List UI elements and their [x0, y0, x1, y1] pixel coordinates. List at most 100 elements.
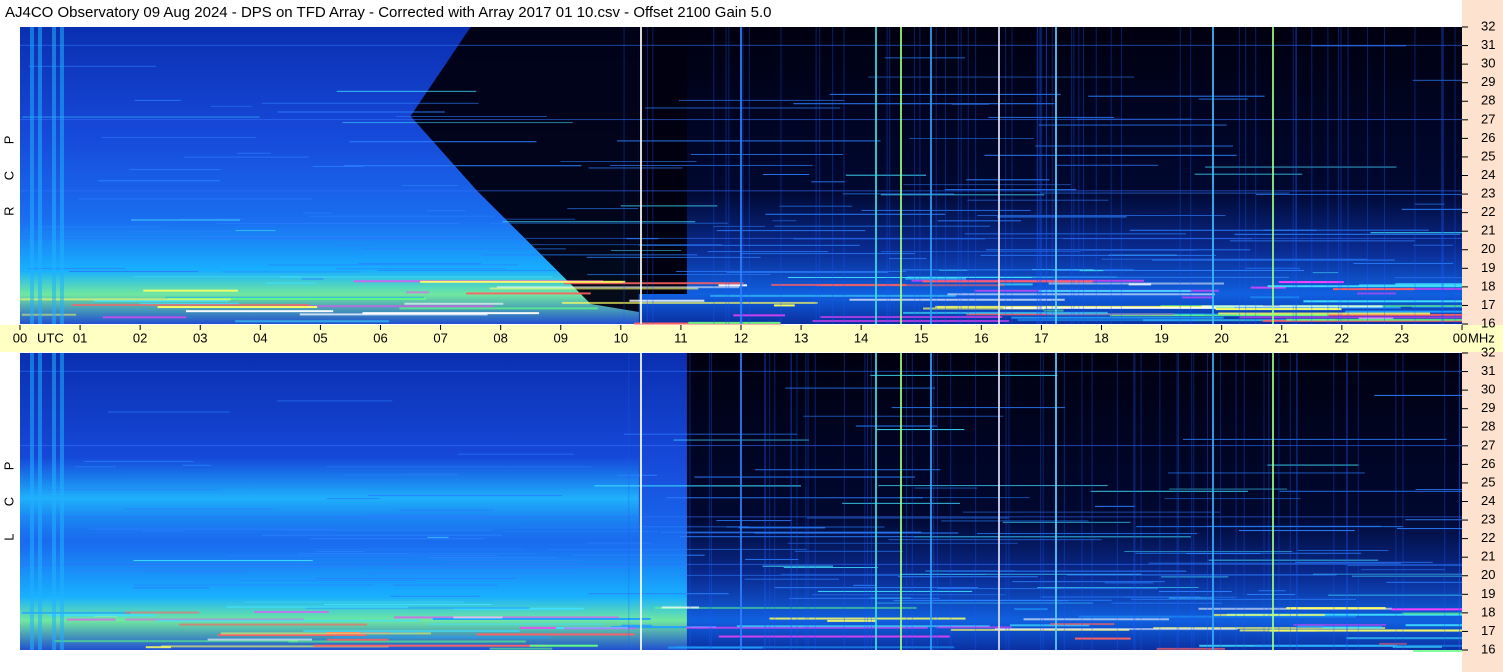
streak: [428, 623, 605, 626]
streak: [922, 280, 1093, 283]
streak: [1395, 283, 1462, 286]
streak: [129, 169, 221, 171]
streak: [726, 526, 885, 528]
streak: [358, 263, 482, 265]
streak: [610, 164, 813, 166]
streak: [131, 219, 241, 221]
time-label: 02: [133, 330, 147, 345]
interference-line: [1176, 353, 1178, 650]
streak: [303, 630, 520, 633]
freq-label: 20: [1481, 567, 1495, 582]
streak: [1040, 192, 1290, 194]
streak: [947, 293, 1215, 296]
streak: [1286, 607, 1386, 610]
interference-line: [710, 353, 712, 650]
streak: [157, 306, 318, 309]
streak: [964, 233, 1186, 235]
streak: [745, 558, 799, 560]
interference-line: [1289, 353, 1291, 650]
streak: [820, 316, 1003, 319]
streak: [337, 244, 373, 246]
streak: [326, 466, 592, 468]
interference-line: [832, 27, 834, 324]
streak: [518, 526, 750, 528]
streak: [861, 209, 1031, 211]
streak: [812, 594, 1005, 596]
streak: [1158, 591, 1232, 593]
streak: [310, 538, 485, 540]
streak: [336, 90, 477, 92]
streak: [891, 407, 1066, 409]
interference-line: [1071, 27, 1073, 324]
time-label: 22: [1335, 330, 1349, 345]
interference-line: [1459, 353, 1461, 650]
freq-label: 27: [1481, 437, 1495, 452]
streak: [788, 597, 940, 599]
streak: [303, 212, 332, 214]
streak: [617, 474, 657, 476]
streak: [881, 251, 1081, 253]
freq-label: 28: [1481, 419, 1495, 434]
streak: [876, 602, 1094, 604]
streak: [994, 628, 1238, 631]
streak: [785, 387, 935, 389]
interference-line: [52, 353, 56, 650]
streak: [343, 165, 582, 167]
streak: [367, 495, 562, 497]
streak: [519, 626, 563, 629]
streak: [490, 222, 728, 224]
interference-line: [1212, 353, 1214, 650]
streak: [78, 198, 312, 200]
freq-label: 18: [1481, 604, 1495, 619]
interference-line: [1296, 27, 1298, 324]
streak: [286, 305, 494, 308]
streak: [588, 593, 729, 595]
interference-line: [623, 27, 625, 324]
streak: [1052, 276, 1290, 278]
streak: [937, 588, 1158, 590]
streak: [1333, 288, 1416, 291]
streak: [1294, 561, 1433, 563]
interference-line: [1441, 27, 1443, 324]
streak: [1023, 618, 1169, 621]
streak: [762, 173, 810, 175]
freq-label: 31: [1481, 363, 1495, 378]
interference-line: [1338, 27, 1340, 324]
streak: [567, 208, 639, 210]
polarization-letter: C: [1, 497, 16, 506]
streak: [22, 116, 260, 118]
interference-line: [1442, 27, 1444, 324]
streak: [1412, 79, 1462, 81]
streak: [1312, 272, 1339, 274]
interference-line: [919, 27, 921, 324]
streak: [1239, 316, 1462, 319]
streak: [54, 640, 298, 643]
streak: [1250, 296, 1300, 299]
interference-line: [967, 27, 969, 324]
interference-line: [1346, 353, 1348, 650]
streak: [420, 280, 626, 283]
interference-line: [30, 353, 34, 650]
streak: [1012, 581, 1165, 583]
interference-line: [1055, 27, 1057, 324]
streak: [718, 635, 950, 638]
streak: [870, 374, 1058, 376]
streak: [1260, 313, 1462, 316]
streak: [754, 532, 959, 534]
interference-line: [1042, 353, 1044, 650]
interference-line: [30, 27, 34, 324]
streak: [772, 220, 797, 222]
streak: [1293, 623, 1387, 626]
interference-line: [1212, 353, 1214, 650]
interference-line: [1083, 27, 1085, 324]
time-label: 03: [193, 330, 207, 345]
streak: [733, 314, 785, 317]
streak: [210, 105, 252, 107]
interference-line: [815, 27, 817, 324]
streak: [1218, 312, 1431, 315]
streak: [1347, 564, 1462, 566]
streak: [710, 294, 956, 297]
interference-line: [764, 353, 766, 650]
interference-line: [1444, 353, 1446, 650]
